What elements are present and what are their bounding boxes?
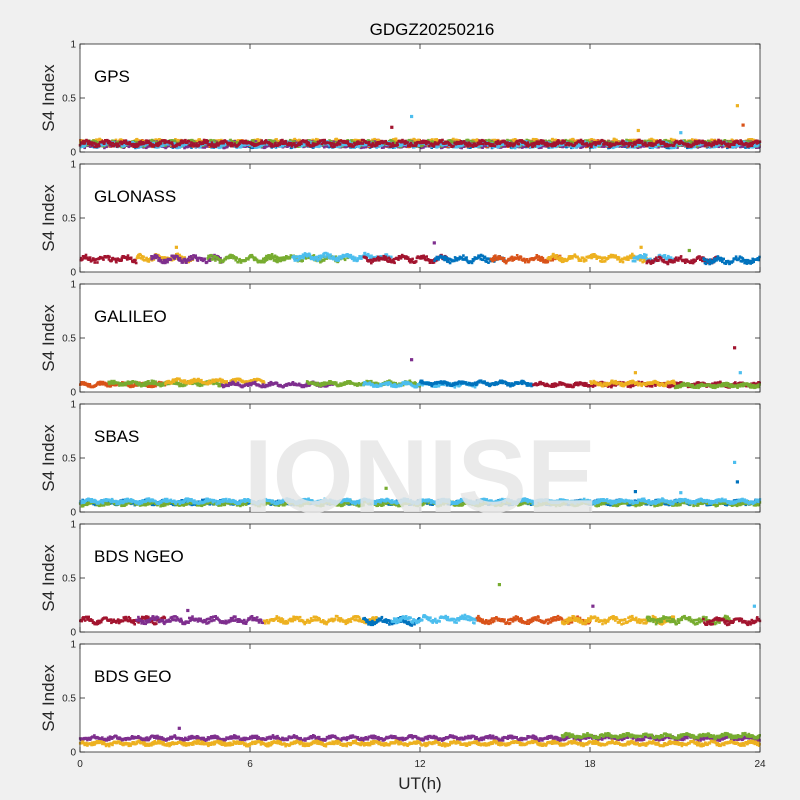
data-point xyxy=(748,138,751,141)
data-point xyxy=(669,137,673,141)
data-point xyxy=(252,139,255,142)
data-point xyxy=(691,138,694,141)
data-point xyxy=(258,140,261,143)
data-point xyxy=(596,139,600,142)
data-point xyxy=(631,138,634,142)
data-point xyxy=(615,138,618,142)
data-point xyxy=(377,139,381,142)
data-point xyxy=(514,138,517,141)
data-point xyxy=(417,138,420,142)
data-point xyxy=(198,138,201,141)
data-point xyxy=(469,146,472,149)
data-point xyxy=(237,139,240,142)
data-point xyxy=(392,138,395,141)
data-point xyxy=(435,138,438,141)
data-point xyxy=(590,138,594,142)
data-point xyxy=(552,138,556,142)
data-point xyxy=(747,138,750,141)
data-point xyxy=(158,138,161,141)
data-point xyxy=(99,138,102,142)
data-point xyxy=(592,138,595,142)
data-points xyxy=(78,104,762,150)
data-point xyxy=(531,137,535,141)
data-point xyxy=(571,137,575,141)
data-point xyxy=(433,138,437,141)
data-point xyxy=(750,138,754,141)
data-point xyxy=(730,138,734,142)
data-point xyxy=(648,138,651,141)
data-point xyxy=(431,138,434,141)
data-point xyxy=(584,145,588,149)
data-point xyxy=(258,138,262,142)
data-point xyxy=(220,138,223,142)
data-point xyxy=(367,145,371,149)
data-point xyxy=(256,138,259,141)
data-point xyxy=(114,138,118,142)
data-point xyxy=(275,138,278,141)
data-point xyxy=(394,137,398,141)
data-point xyxy=(170,144,173,148)
data-point xyxy=(297,138,301,142)
data-point xyxy=(174,138,177,141)
data-point xyxy=(274,146,278,149)
data-point xyxy=(335,137,338,141)
data-point xyxy=(671,138,675,142)
data-point xyxy=(726,146,729,150)
data-point xyxy=(667,146,671,150)
data-point xyxy=(135,137,139,141)
data-point xyxy=(208,145,212,148)
data-point xyxy=(352,139,355,142)
data-point xyxy=(354,138,357,142)
data-point xyxy=(452,139,456,142)
data-point xyxy=(475,138,479,141)
data-point xyxy=(488,139,491,143)
data-point xyxy=(190,146,193,149)
data-point xyxy=(328,145,331,148)
data-point xyxy=(632,138,636,142)
data-point xyxy=(252,146,256,149)
data-point xyxy=(673,138,677,142)
data-point xyxy=(155,138,159,142)
data-point xyxy=(203,146,207,149)
data-point xyxy=(371,138,374,142)
data-point xyxy=(96,138,100,142)
data-point xyxy=(570,146,573,150)
data-point xyxy=(665,146,669,150)
data-point xyxy=(554,138,557,142)
data-point xyxy=(752,138,755,142)
data-point xyxy=(565,145,568,149)
data-point xyxy=(551,137,554,141)
axes-background xyxy=(80,44,760,152)
data-point xyxy=(535,138,538,141)
